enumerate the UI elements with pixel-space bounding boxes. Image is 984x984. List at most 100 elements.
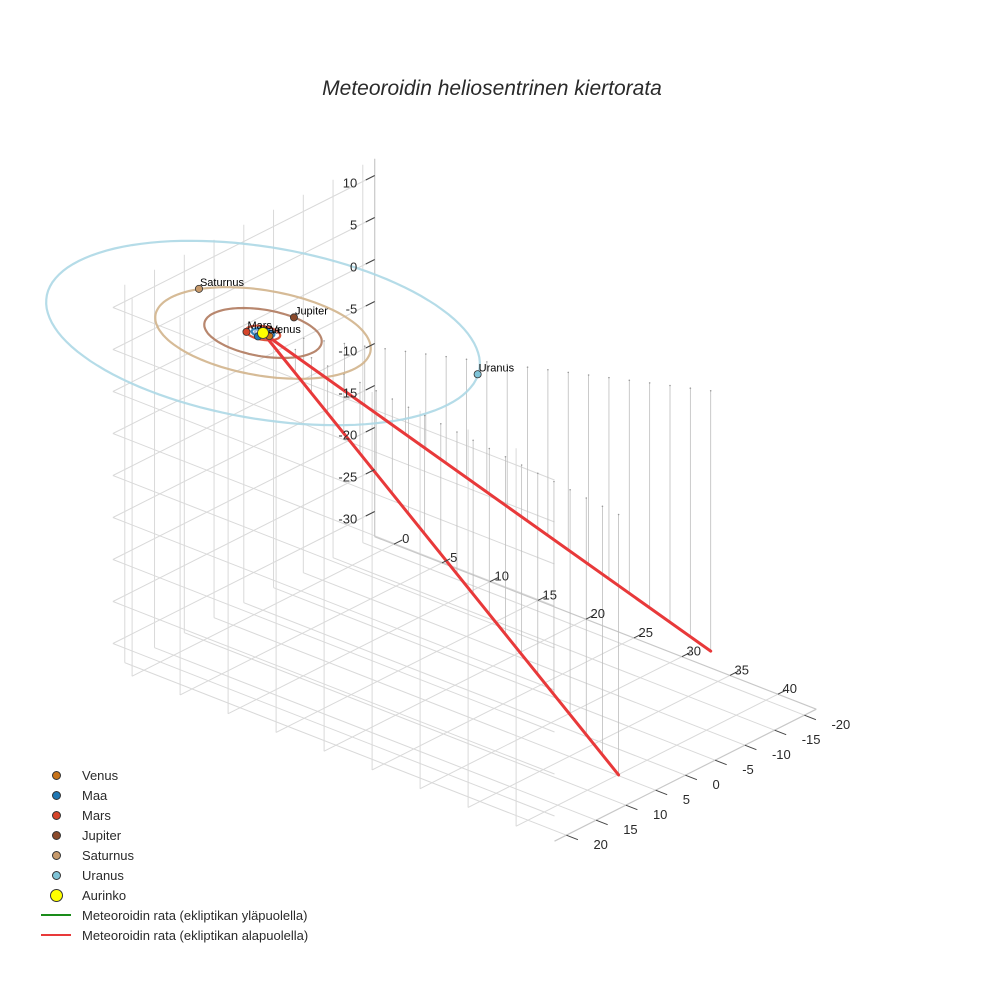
legend-item[interactable]: Mars (40, 805, 370, 825)
grid-line (243, 602, 686, 776)
drop-line-end (585, 497, 588, 499)
y-tick-label: -10 (772, 747, 791, 762)
y-tick-mark (714, 759, 727, 766)
legend-swatch (51, 850, 61, 860)
x-tick-label: 25 (639, 625, 653, 640)
drop-line-end (628, 379, 631, 382)
drop-line-end (648, 382, 651, 384)
legend-item[interactable]: Venus (40, 765, 370, 785)
meteoroid-path-layer (261, 331, 713, 777)
grid-line (112, 343, 375, 476)
legend-swatch (51, 870, 61, 880)
legend-swatch (51, 790, 61, 800)
drop-line-end (323, 340, 325, 342)
z-tick-label: 0 (350, 259, 357, 274)
z-tick-mark (365, 469, 375, 475)
legend-item[interactable]: Meteoroidin rata (ekliptikan yläpuolella… (40, 905, 370, 925)
legend-swatch (51, 810, 61, 820)
grid-line (273, 587, 716, 761)
planet-uranus (473, 370, 482, 379)
z-tick-label: -20 (338, 427, 357, 442)
grid-line (362, 542, 805, 716)
grid-line (112, 469, 375, 602)
drop-line-end (601, 505, 604, 508)
y-tick-label: 5 (683, 792, 690, 807)
drop-line-end (547, 368, 549, 371)
grid-line (112, 643, 555, 817)
drop-line-end (359, 381, 361, 384)
y-tick-mark (655, 789, 668, 796)
z-tick-label: -10 (338, 343, 357, 358)
drop-line-end (488, 447, 491, 450)
orbit-saturnus (154, 286, 372, 380)
planet-label-jupiter: Jupiter (295, 305, 328, 317)
drop-line-end (326, 365, 329, 367)
x-tick-label: 0 (402, 531, 409, 546)
drop-line-end (472, 439, 474, 442)
legend-item[interactable]: Meteoroidin rata (ekliptikan alapuolella… (40, 925, 370, 945)
y-tick-label: 0 (712, 777, 719, 792)
drop-line-end (465, 358, 468, 361)
grid-line (112, 217, 375, 350)
x-tick-label: 10 (495, 569, 509, 584)
z-tick-mark (365, 175, 375, 181)
legend-marker-icon (40, 865, 72, 885)
chart-title: Meteoroidin heliosentrinen kiertorata (322, 77, 662, 100)
legend-marker-icon (40, 805, 72, 825)
tick-labels-layer: 0 5 10 15 20 25 30 35 40 -20 -15 -10 -5 0 5 10 15 20 -30 -2… (338, 175, 850, 852)
drop-line-end (363, 345, 366, 347)
y-tick-label: 20 (593, 837, 607, 852)
z-tick-mark (365, 385, 375, 391)
grid-line (112, 301, 375, 434)
planet-jupiter (289, 313, 298, 322)
z-tick-mark (365, 427, 375, 433)
y-tick-mark (804, 714, 817, 721)
x-axis-line (374, 536, 817, 710)
drop-line-end (425, 353, 427, 355)
y-tick-label: 10 (653, 807, 667, 822)
planet-label-venus: Venus (270, 324, 301, 336)
y-tick-mark (625, 804, 638, 811)
grid-line (112, 511, 375, 644)
z-tick-label: -30 (338, 511, 357, 526)
legend-marker-icon (40, 765, 72, 785)
legend-line-icon (40, 905, 72, 925)
grid-line (112, 559, 555, 733)
legend-item[interactable]: Maa (40, 785, 370, 805)
drop-line-end (587, 374, 590, 376)
grid-line (154, 647, 597, 821)
grid-line (112, 427, 375, 560)
legend-label: Meteoroidin rata (ekliptikan alapuolella… (82, 927, 309, 943)
z-tick-mark (365, 511, 375, 517)
grid-line (112, 475, 555, 649)
grid-line (112, 259, 375, 392)
drop-line-end (302, 337, 305, 340)
legend-swatch (51, 830, 61, 840)
grid-line (124, 662, 567, 836)
z-tick-label: 10 (343, 175, 357, 190)
grid-line (112, 349, 555, 523)
legend-item[interactable]: Uranus (40, 865, 370, 885)
x-tick-label: 15 (543, 587, 557, 602)
z-tick-label: -15 (338, 385, 357, 400)
legend-item[interactable]: Aurinko (40, 885, 370, 905)
legend-marker-icon (40, 785, 72, 805)
x-tick-label: 30 (687, 644, 701, 659)
drop-line-end (520, 464, 523, 466)
x-tick-mark (729, 670, 739, 676)
planet-saturnus (194, 284, 203, 293)
x-tick-mark (441, 558, 451, 564)
x-tick-label: 20 (591, 606, 605, 621)
drop-line-end (294, 348, 297, 351)
y-tick-mark (744, 744, 757, 751)
grid-line (112, 601, 555, 775)
x-tick-mark (633, 633, 643, 639)
legend-item[interactable]: Jupiter (40, 825, 370, 845)
z-tick-label: 5 (350, 217, 357, 232)
y-tick-label: -5 (742, 762, 754, 777)
legend-item[interactable]: Saturnus (40, 845, 370, 865)
legend-line-icon (40, 925, 72, 945)
orbit-uranus (45, 239, 481, 427)
